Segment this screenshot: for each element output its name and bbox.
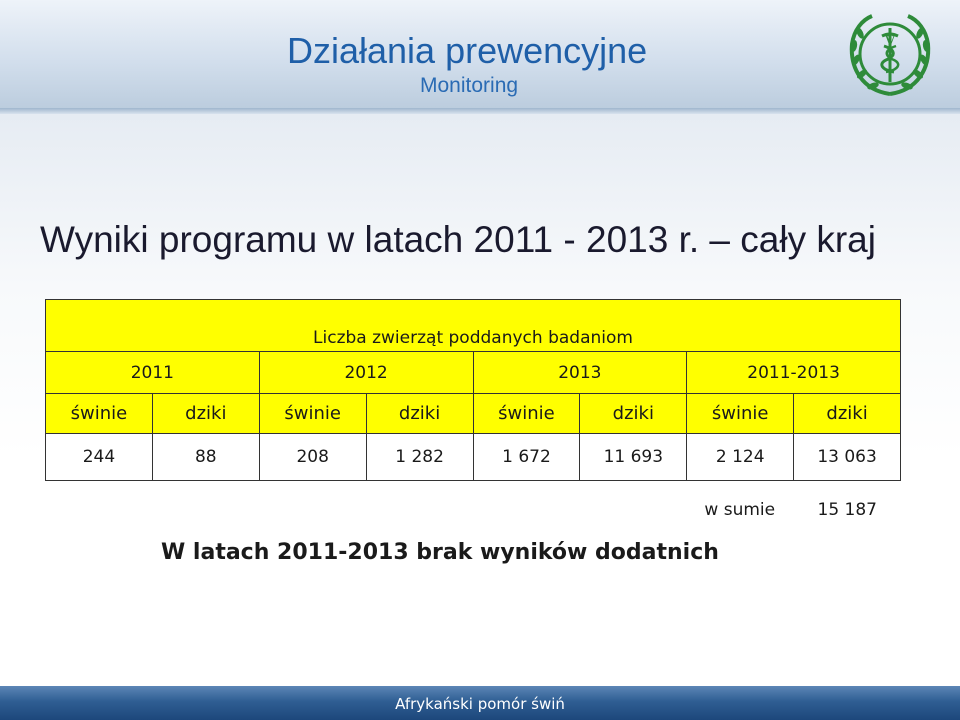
footer-band: Afrykański pomór świń: [0, 686, 960, 720]
year-header-2011-2013: 2011-2013: [686, 351, 901, 394]
sum-table: w sumie 15 187: [686, 488, 901, 531]
results-heading: Wyniki programu w latach 2011 - 2013 r. …: [40, 219, 876, 260]
table-row: 244 88 208 1 282 1 672 11 693 2 124 13 0…: [45, 433, 901, 481]
header-divider: [0, 108, 960, 114]
caduceus-icon: V: [880, 28, 900, 82]
value-cell: 1 672: [472, 433, 581, 481]
header-band: Działania prewencyjne Monitoring V: [0, 0, 960, 108]
sum-value: 15 187: [793, 488, 901, 531]
value-cell: 13 063: [793, 433, 901, 481]
value-cell: 2 124: [686, 433, 795, 481]
year-header-row: 2011 2012 2013 2011-2013: [45, 351, 901, 394]
value-cell: 11 693: [579, 433, 688, 481]
slide-subtitle: Monitoring: [420, 74, 519, 97]
value-cell: 244: [45, 433, 153, 481]
value-cell: 1 282: [365, 433, 474, 481]
species-header: dziki: [793, 393, 901, 434]
species-header: świnie: [258, 393, 367, 434]
species-header-row: świnie dziki świnie dziki świnie dziki ś…: [45, 393, 901, 434]
year-header-2013: 2013: [472, 351, 688, 394]
results-note: W latach 2011-2013 brak wyników dodatnic…: [161, 540, 719, 565]
table-caption: Liczba zwierząt poddanych badaniom: [45, 299, 901, 352]
species-header: dziki: [579, 393, 688, 434]
veterinary-emblem-logo: V: [849, 14, 931, 96]
sum-row: w sumie 15 187: [686, 488, 901, 531]
species-header: świnie: [472, 393, 581, 434]
species-header: dziki: [365, 393, 474, 434]
footer-text: Afrykański pomór świń: [395, 695, 565, 713]
species-header: świnie: [686, 393, 795, 434]
year-header-2012: 2012: [258, 351, 474, 394]
species-header: dziki: [151, 393, 260, 434]
year-header-2011: 2011: [45, 351, 260, 394]
sum-label: w sumie: [686, 488, 794, 531]
results-table: Liczba zwierząt poddanych badaniom 2011 …: [45, 299, 901, 481]
svg-text:V: V: [884, 34, 896, 50]
emblem-ring-icon: [858, 22, 922, 86]
value-cell: 208: [258, 433, 367, 481]
slide-title: Działania prewencyjne: [287, 30, 648, 71]
species-header: świnie: [45, 393, 153, 434]
value-cell: 88: [151, 433, 260, 481]
